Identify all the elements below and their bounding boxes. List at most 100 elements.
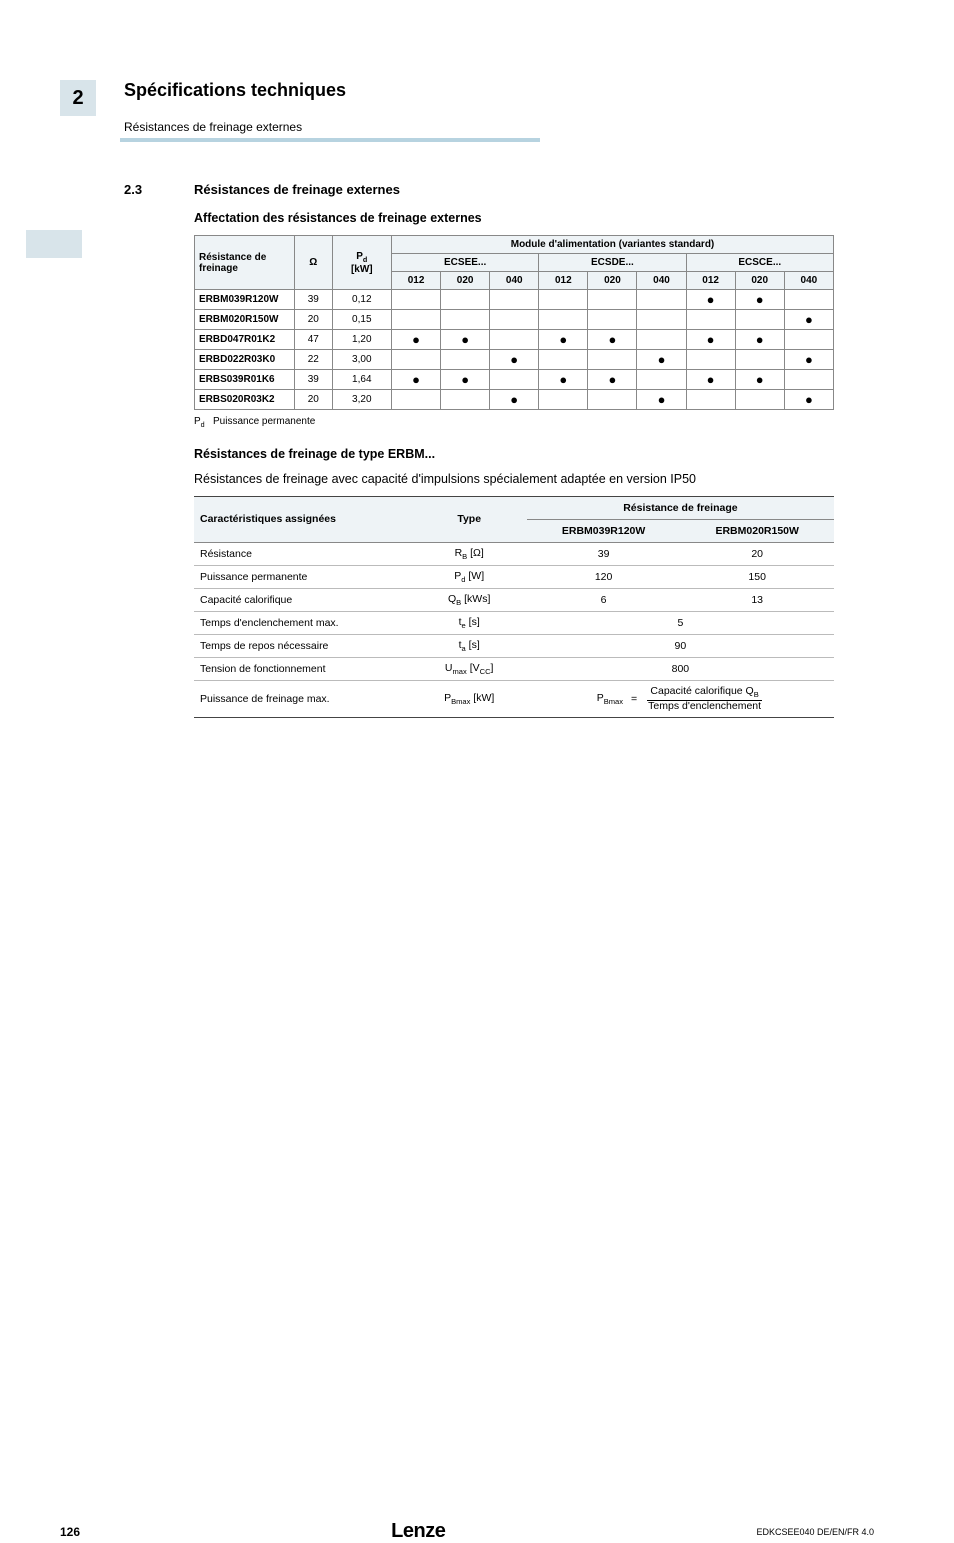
table-cell: 0,15 [332, 310, 391, 330]
t1-sub-0: 012 [392, 272, 441, 290]
table-row-name: ERBD022R03K0 [195, 350, 295, 370]
table-cell: 120 [527, 565, 681, 588]
table-cell: 1,20 [332, 330, 391, 350]
doc-code: EDKCSEE040 DE/EN/FR 4.0 [756, 1527, 874, 1537]
table-row-name: ERBM020R150W [195, 310, 295, 330]
table-cell-type: PBmax [kW] [412, 681, 527, 718]
table-cell-dot: ● [686, 330, 735, 350]
table-cell-type: te [s] [412, 612, 527, 635]
table-cell-dot [539, 290, 588, 310]
t1-col-pd: Pd[kW] [332, 236, 391, 290]
table-cell-type: QB [kWs] [412, 589, 527, 612]
t1-sub-4: 020 [588, 272, 637, 290]
table-cell: 0,12 [332, 290, 391, 310]
table-row-label: Tension de fonctionnement [194, 658, 412, 681]
table-row-label: Puissance de freinage max. [194, 681, 412, 718]
subsection-number: 2.3 [124, 182, 194, 197]
table-cell: 13 [680, 589, 834, 612]
subsection-title: Résistances de freinage externes [194, 182, 400, 197]
table-cell-dot [392, 290, 441, 310]
table-cell-dot: ● [539, 330, 588, 350]
table-row-label: Résistance [194, 542, 412, 565]
table-cell-dot [392, 350, 441, 370]
table-cell-dot [441, 350, 490, 370]
side-accent-box [26, 230, 82, 258]
table-cell-dot [784, 330, 833, 350]
brand-logo: Lenze [391, 1520, 445, 1543]
table-cell-type: Pd [W] [412, 565, 527, 588]
table-cell: 20 [295, 310, 333, 330]
table-row-label: Puissance permanente [194, 565, 412, 588]
table-cell-dot: ● [392, 370, 441, 390]
table-cell: 20 [680, 542, 834, 565]
t2-h-res: Résistance de freinage [527, 496, 834, 519]
table-cell-dot [784, 370, 833, 390]
table-cell-dot [735, 310, 784, 330]
section-subtitle: Résistances de freinage externes [124, 120, 874, 134]
table-cell-dot [588, 290, 637, 310]
characteristics-table: Caractéristiques assignées Type Résistan… [194, 496, 834, 719]
table-cell: 3,20 [332, 390, 391, 410]
table-cell-dot [490, 330, 539, 350]
t1-sub-3: 012 [539, 272, 588, 290]
table-cell: 90 [527, 635, 834, 658]
table-cell: 800 [527, 658, 834, 681]
table-cell-dot: ● [784, 390, 833, 410]
allocation-table: Résistance de freinage Ω Pd[kW] Module d… [194, 235, 834, 410]
paragraph-erbm: Résistances de freinage avec capacité d'… [194, 471, 834, 488]
table-cell: 5 [527, 612, 834, 635]
formula-cell: PBmax=Capacité calorifique QBTemps d'enc… [527, 681, 834, 718]
t1-sub-6: 012 [686, 272, 735, 290]
table-cell-dot: ● [539, 370, 588, 390]
table-cell-dot [686, 310, 735, 330]
table-row-name: ERBS039R01K6 [195, 370, 295, 390]
table-cell-dot: ● [784, 350, 833, 370]
table-row-label: Temps d'enclenchement max. [194, 612, 412, 635]
table-cell: 22 [295, 350, 333, 370]
table-cell-dot: ● [588, 370, 637, 390]
table-cell: 39 [527, 542, 681, 565]
table-cell-dot [735, 350, 784, 370]
t1-module-header: Module d'alimentation (variantes standar… [392, 236, 834, 254]
table-cell-dot: ● [637, 390, 686, 410]
table-cell-dot: ● [490, 390, 539, 410]
table-cell-dot [539, 310, 588, 330]
table-row-name: ERBS020R03K2 [195, 390, 295, 410]
table-cell-dot [637, 330, 686, 350]
table-cell: 150 [680, 565, 834, 588]
table-cell: 39 [295, 370, 333, 390]
table-cell-dot: ● [490, 350, 539, 370]
table-cell: 47 [295, 330, 333, 350]
table-row-name: ERBM039R120W [195, 290, 295, 310]
page-number: 126 [60, 1525, 80, 1539]
t2-model-0: ERBM039R120W [527, 519, 681, 542]
table-cell-dot [441, 310, 490, 330]
table-cell: 20 [295, 390, 333, 410]
table-cell-dot: ● [784, 310, 833, 330]
t1-sub-7: 020 [735, 272, 784, 290]
t1-sub-5: 040 [637, 272, 686, 290]
table-cell-dot [686, 390, 735, 410]
table-row-label: Temps de repos nécessaire [194, 635, 412, 658]
table-cell-dot [735, 390, 784, 410]
table-cell-dot [784, 290, 833, 310]
table-cell-dot: ● [735, 290, 784, 310]
t1-sub-2: 040 [490, 272, 539, 290]
table-cell-type: ta [s] [412, 635, 527, 658]
table-cell: 3,00 [332, 350, 391, 370]
table-cell-dot: ● [686, 370, 735, 390]
table-cell: 6 [527, 589, 681, 612]
table-cell: 1,64 [332, 370, 391, 390]
t1-group-2: ECSCE... [686, 254, 833, 272]
table-cell-type: Umax [VCC] [412, 658, 527, 681]
table-cell-type: RB [Ω] [412, 542, 527, 565]
table-cell-dot [490, 290, 539, 310]
t2-model-1: ERBM020R150W [680, 519, 834, 542]
t2-h-type: Type [412, 496, 527, 542]
table-cell-dot: ● [441, 370, 490, 390]
table-cell-dot: ● [735, 370, 784, 390]
table-cell-dot [637, 370, 686, 390]
table-cell-dot: ● [686, 290, 735, 310]
table-cell-dot [490, 370, 539, 390]
section-title: Spécifications techniques [124, 80, 346, 102]
